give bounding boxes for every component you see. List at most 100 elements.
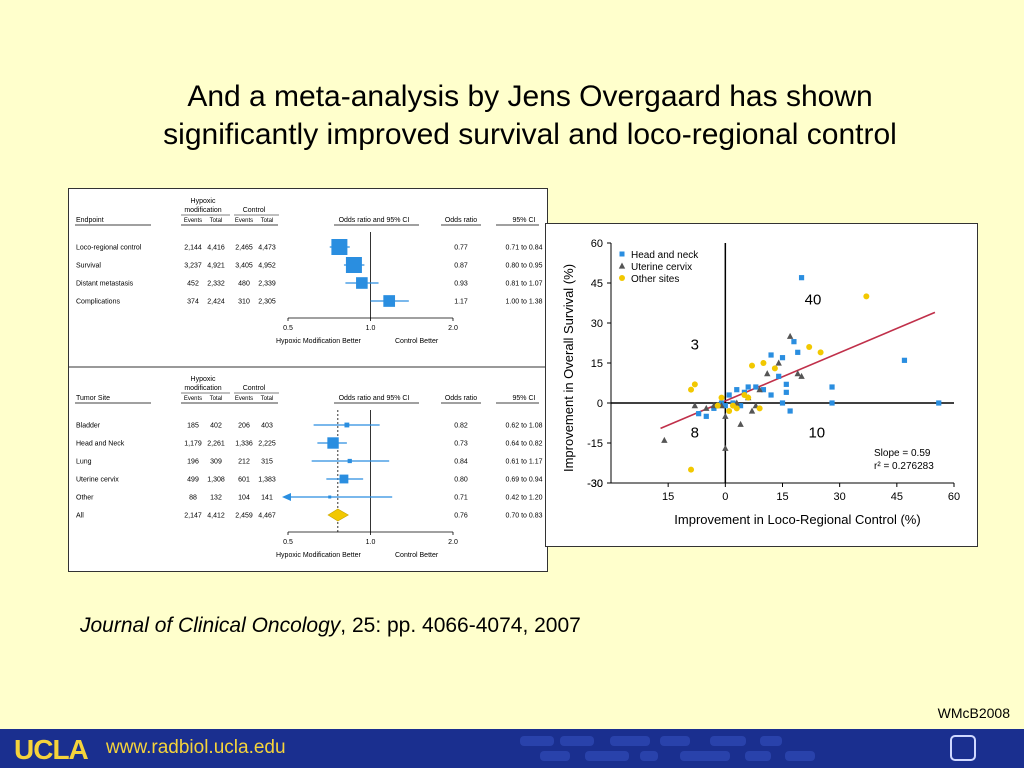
events-header: Events [184,218,202,224]
data-point [688,466,695,473]
control-events: 2,459 [235,513,253,520]
data-point [722,444,729,451]
control-events: 212 [238,459,250,466]
control-total: 4,473 [258,245,276,252]
data-point [771,365,778,372]
hm-events: 2,147 [184,513,202,520]
ucla-logo: UCLA [14,734,89,765]
hm-total: 1,308 [207,477,225,484]
series-uterine-cervix [661,332,805,451]
data-point [791,339,797,345]
control-total: 403 [261,423,273,430]
citation-details: , 25: pp. 4066-4074, 2007 [340,614,581,637]
hm-total: 309 [210,459,222,466]
legend-label: Uterine cervix [631,262,692,273]
hm-events: 2,144 [184,245,202,252]
odds-ratio-header: Odds ratio [445,395,477,402]
x-tick-label: 0.5 [283,325,293,332]
point-estimate [383,295,396,307]
data-point [783,381,789,387]
row-label: Survival [76,263,101,270]
forest-row: Complications 374 2,424 310 2,305 1.17 1.00 to… [76,295,543,307]
footer-url-link[interactable]: www.radbiol.ucla.edu [106,737,286,758]
forest-row: Distant metastasis 452 2,332 480 2,339 0.93 0.… [76,277,543,289]
forest-plot-1: Hypoxic modification Control Endpoint Events… [75,198,543,345]
control-events: 480 [238,281,250,288]
control-events: 104 [238,495,250,502]
data-point [661,436,668,443]
series-other-sites [688,293,870,473]
data-point [718,394,725,401]
data-point [776,373,782,379]
x-tick-label: 2.0 [448,325,458,332]
y-tick-label: 60 [591,238,603,250]
data-point [768,352,774,358]
data-point [901,357,908,363]
data-point [829,400,835,406]
data-point [787,408,793,414]
data-point [779,400,786,406]
point-estimate [344,422,350,428]
legend-label: Other sites [631,274,679,285]
control-total: 141 [261,495,273,502]
control-events: 206 [238,423,250,430]
ci-value: 0.69 to 0.94 [506,477,543,484]
x-tick-label: 1.0 [366,325,376,332]
ci-header: 95% CI [513,217,536,224]
forest-plot-panel: Hypoxic modification Control Endpoint Events… [68,188,548,572]
hm-events: 3,237 [184,263,202,270]
odds-ratio-value: 0.87 [454,263,468,270]
x-tick-label: 2.0 [448,539,458,546]
data-point [703,404,710,411]
data-point [756,386,763,393]
hm-events: 1,179 [184,441,202,448]
data-point [741,392,748,398]
data-point [794,370,801,377]
x-axis-label: Improvement in Loco-Regional Control (%) [674,512,920,527]
point-estimate [328,495,332,499]
row-label: Complications [76,299,120,306]
odds-ratio-value: 0.80 [454,477,468,484]
control-total: 1,383 [258,477,276,484]
pooled-diamond [327,508,349,522]
ci-arrow [282,493,291,501]
control-title: Control [243,385,266,392]
y-tick-label: 30 [591,318,603,330]
forest-row: Head and Neck 1,179 2,261 1,336 2,225 0.73 0.6… [76,437,543,449]
total-header: Total [261,396,274,402]
hm-total: 4,921 [207,263,225,270]
data-point [737,403,744,409]
slope-annotation: Slope = 0.59 [874,448,931,459]
control-events: 1,336 [235,441,253,448]
ci-value: 0.42 to 1.20 [506,495,543,502]
total-header: Total [210,218,223,224]
data-point [936,400,942,406]
events-header: Events [235,396,253,402]
odds-ratio-value: 0.93 [454,281,468,288]
odds-ratio-value: 0.71 [454,495,468,502]
data-point [737,420,744,427]
x-tick-label: 1.0 [366,539,376,546]
footer-right-label: Control Better [395,552,439,559]
endpoint-header: Endpoint [76,217,104,224]
data-point [768,392,774,398]
forest-row: All 2,147 4,412 2,459 4,467 0.76 0.70 to 0.83 [76,508,543,522]
control-total: 4,952 [258,263,276,270]
ci-value: 0.80 to 0.95 [506,263,543,270]
legend-marker [619,275,625,281]
data-point [795,349,801,355]
hm-events: 185 [187,423,199,430]
hm-total: 402 [210,423,222,430]
forest-row: Other 88 132 104 141 0.71 0.42 to 1.20 [76,493,543,502]
hm-events: 374 [187,299,199,306]
hm-total: 132 [210,495,222,502]
or-ci-header: Odds ratio and 95% CI [339,217,410,224]
ci-value: 0.61 to 1.17 [506,459,543,466]
row-label: Head and Neck [76,441,125,448]
data-point [783,389,789,395]
hm-title-2: modification [184,385,221,392]
data-point [722,403,728,409]
hm-total: 2,424 [207,299,225,306]
slide-title-line1: And a meta-analysis by Jens Overgaard ha… [187,80,873,113]
